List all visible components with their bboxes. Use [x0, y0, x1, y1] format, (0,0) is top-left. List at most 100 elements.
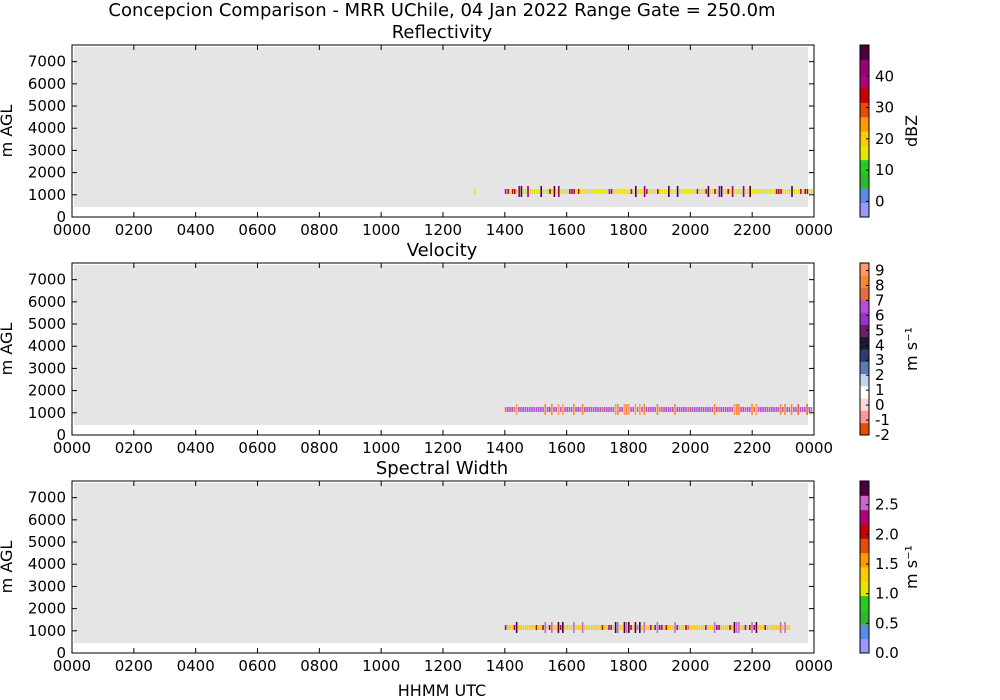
- data-cell: [558, 185, 560, 197]
- data-cell: [624, 188, 626, 194]
- colorbar-segment: [860, 88, 869, 103]
- colorbar-segment: [860, 145, 869, 161]
- data-cell: [784, 403, 786, 415]
- colorbar-segment: [860, 287, 869, 301]
- data-cell: [740, 188, 743, 194]
- data-cell: [723, 188, 725, 194]
- data-cell: [601, 406, 604, 412]
- data-cell: [751, 188, 754, 194]
- data-cell: [800, 188, 802, 194]
- data-cell: [515, 403, 518, 415]
- data-cell: [680, 406, 683, 412]
- data-cell: [619, 188, 622, 194]
- data-cell: [733, 621, 736, 633]
- data-cell: [685, 406, 687, 412]
- colorbar-label: m s⁻¹: [902, 327, 921, 371]
- y-tick-label: 7000: [28, 271, 66, 289]
- data-cell: [544, 621, 547, 633]
- data-cell: [663, 406, 665, 412]
- data-cell: [698, 624, 701, 630]
- x-tick-label: 0400: [177, 221, 215, 239]
- data-cell: [590, 406, 593, 412]
- data-cell: [542, 406, 544, 412]
- data-cell: [709, 406, 712, 412]
- data-cell: [603, 624, 606, 630]
- data-cell: [786, 188, 789, 194]
- data-cell: [520, 406, 522, 412]
- colorbar-tick-label: -2: [875, 426, 890, 444]
- colorbar-tick-label: 4: [875, 336, 885, 354]
- data-cell: [612, 624, 615, 630]
- data-cell: [507, 406, 509, 412]
- data-cell: [628, 188, 631, 194]
- data-cell: [747, 188, 749, 194]
- data-cell: [630, 188, 633, 194]
- data-cell: [782, 188, 785, 194]
- data-cell: [749, 624, 751, 630]
- colorbar-tick-label: 1.0: [875, 585, 899, 603]
- data-cell: [527, 185, 529, 197]
- y-tick-label: 4000: [28, 119, 66, 137]
- x-tick-label: 0600: [238, 439, 276, 457]
- data-cell: [766, 406, 769, 412]
- data-cell: [771, 188, 774, 194]
- data-cell: [619, 406, 621, 412]
- data-cell: [799, 406, 802, 412]
- colorbar-tick-label: 6: [875, 306, 885, 324]
- data-cell-isolated: [473, 188, 476, 195]
- colorbar-segment: [860, 538, 869, 554]
- data-cell: [518, 406, 520, 412]
- data-cell: [762, 188, 765, 194]
- data-cell: [665, 406, 668, 412]
- data-cell: [601, 624, 604, 630]
- data-cell: [575, 406, 577, 412]
- data-cell: [784, 621, 786, 633]
- data-cell: [768, 624, 771, 630]
- data-cell: [586, 188, 589, 194]
- data-cell: [674, 621, 676, 633]
- data-cell: [753, 188, 756, 194]
- data-cell: [755, 403, 758, 415]
- data-cell: [738, 621, 740, 633]
- data-cell: [672, 188, 675, 194]
- data-cell: [705, 624, 707, 630]
- panel-title-reflectivity: Reflectivity: [392, 22, 493, 43]
- data-cell: [533, 188, 536, 194]
- data-cell: [632, 624, 635, 630]
- data-cell: [643, 185, 646, 197]
- data-cell: [656, 403, 659, 415]
- data-cell: [755, 621, 758, 633]
- data-cell: [742, 624, 745, 630]
- data-cell: [619, 624, 621, 630]
- data-cell: [577, 406, 580, 412]
- data-cell: [742, 406, 745, 412]
- x-tick-label: 0200: [115, 657, 153, 675]
- data-cell: [659, 188, 661, 194]
- data-cell: [764, 406, 767, 412]
- colorbar-segment: [860, 361, 869, 375]
- data-cell: [625, 621, 628, 633]
- data-cell: [562, 403, 564, 415]
- y-axis-label: m AGL: [0, 541, 16, 594]
- x-tick-label: 0000: [53, 657, 91, 675]
- y-tick-label: 0: [56, 208, 66, 226]
- spectral-width-panel: 0 1000 2000 3000 4000 5000 6000 7000 0000 0200 040…: [0, 480, 921, 675]
- data-cell: [711, 624, 714, 630]
- data-cell: [551, 403, 553, 415]
- data-cell: [531, 406, 533, 412]
- data-cell: [636, 624, 639, 630]
- data-cell: [806, 403, 808, 415]
- y-tick-label: 4000: [28, 337, 66, 355]
- data-cell: [537, 624, 540, 630]
- colorbar-segment: [860, 349, 869, 362]
- data-cell: [599, 406, 602, 412]
- data-cell: [720, 185, 723, 197]
- data-cell: [595, 624, 597, 630]
- data-cell: [542, 188, 545, 194]
- data-cell: [641, 188, 644, 194]
- x-tick-label: 1600: [548, 221, 586, 239]
- data-cell: [808, 406, 811, 412]
- data-cell: [603, 406, 606, 412]
- colorbar-segment: [860, 398, 869, 411]
- data-cell: [727, 624, 729, 630]
